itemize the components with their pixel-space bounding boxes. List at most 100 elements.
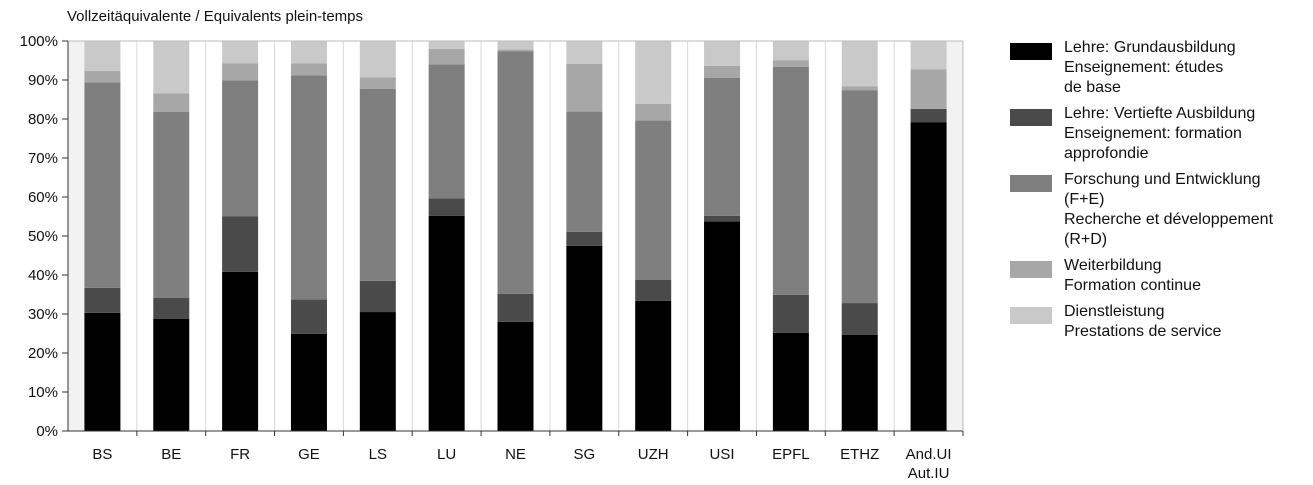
bar-segment — [841, 90, 878, 304]
y-tick-label: 90% — [28, 72, 58, 89]
legend-item: Lehre: Vertiefte Ausbildung Enseignement:… — [1008, 104, 1308, 164]
bar-segment — [359, 88, 396, 281]
bar-segment — [704, 215, 741, 222]
bar-segment — [290, 63, 327, 76]
legend-item: Forschung und Entwicklung (F+E) Recherche … — [1008, 170, 1308, 250]
x-tick-label: ETHZ — [840, 446, 879, 463]
bar-segment — [84, 312, 121, 431]
y-tick-label: 70% — [28, 150, 58, 167]
bar-segment — [84, 41, 121, 72]
stacked-bar-chart: 0% 10% 20% 30% 40% 50% 60% 70% 80% 90% 100% BS BE FR G… — [20, 33, 964, 482]
bar-segment — [222, 80, 259, 217]
bar-segment — [772, 332, 809, 431]
y-tick-label: 50% — [28, 228, 58, 245]
bar-segment — [566, 111, 603, 232]
bar-segment — [428, 198, 465, 216]
bar-segment — [290, 299, 327, 334]
bar-segment — [635, 41, 672, 104]
bar-segment — [704, 65, 741, 78]
legend-label: de base — [1064, 79, 1121, 96]
legend-label: Formation continue — [1064, 277, 1201, 294]
legend-item: Lehre: Grundausbildung Enseignement: étud… — [1008, 38, 1308, 98]
bar-segment — [772, 294, 809, 333]
x-tick-label: BE — [161, 446, 181, 463]
bar-segment — [841, 334, 878, 431]
bar-segment — [222, 216, 259, 272]
bar-segment — [428, 48, 465, 65]
bar-segment — [841, 41, 878, 87]
y-tick-label: 100% — [20, 33, 58, 50]
legend-label: Weiterbildung — [1064, 257, 1162, 274]
bar-segment — [635, 279, 672, 301]
x-tick-label: UZH — [638, 446, 669, 463]
legend-swatch — [1010, 109, 1052, 126]
bar-segment — [772, 60, 809, 67]
bar-segment — [222, 63, 259, 81]
bar-segment — [910, 108, 947, 123]
bar-segment — [153, 41, 190, 94]
bar-segment — [290, 75, 327, 300]
bar-segment — [635, 300, 672, 431]
legend-label: Lehre: Grundausbildung — [1064, 39, 1236, 56]
legend-label: (R+D) — [1064, 231, 1108, 248]
bar-segment — [222, 271, 259, 431]
legend-label: Enseignement: formation — [1064, 125, 1242, 142]
bar-segment — [841, 303, 878, 335]
legend-label: Prestations de service — [1064, 323, 1222, 340]
chart-legend: Lehre: Grundausbildung Enseignement: étud… — [1008, 38, 1308, 342]
y-tick-label: 80% — [28, 111, 58, 128]
bar-segment — [635, 120, 672, 280]
x-tick-label: LU — [437, 446, 456, 463]
bar-segment — [910, 69, 947, 109]
bar-segment — [359, 312, 396, 431]
bar-segment — [428, 41, 465, 49]
y-tick-label: 20% — [28, 345, 58, 362]
bar-segment — [704, 221, 741, 431]
legend-label: Enseignement: études — [1064, 59, 1224, 76]
legend-label: Lehre: Vertiefte Ausbildung — [1064, 105, 1256, 122]
bar-segment — [910, 41, 947, 70]
bar-segment — [84, 287, 121, 313]
bar-segment — [910, 122, 947, 431]
bar-segment — [566, 41, 603, 65]
bar-segment — [497, 293, 534, 322]
bar-segment — [566, 64, 603, 112]
bar-segment — [222, 41, 259, 64]
bar-segment — [359, 77, 396, 89]
bar-segment — [841, 86, 878, 91]
y-tick-label: 30% — [28, 306, 58, 323]
x-tick-label: GE — [298, 446, 320, 463]
x-tick-label: USI — [710, 446, 735, 463]
legend-label: approfondie — [1064, 145, 1149, 162]
x-tick-label: And.UI Aut.IU — [906, 446, 952, 482]
bar-segment — [359, 41, 396, 78]
bar-segment — [497, 321, 534, 431]
bar-segment — [772, 41, 809, 61]
bar-segment — [566, 245, 603, 431]
legend-item: Weiterbildung Formation continue — [1008, 256, 1308, 296]
bar-segment — [428, 215, 465, 431]
bar-segment — [704, 41, 741, 66]
bar-segment — [635, 103, 672, 121]
legend-label: Recherche et développement — [1064, 211, 1274, 228]
x-tick-label: EPFL — [772, 446, 810, 463]
bar-segment — [772, 66, 809, 295]
legend-swatch — [1010, 43, 1052, 60]
bar-segment — [153, 111, 190, 299]
bar-segment — [153, 93, 190, 112]
bar-segment — [566, 231, 603, 246]
bar-segment — [153, 318, 190, 431]
bar-segment — [84, 82, 121, 288]
legend-swatch — [1010, 261, 1052, 278]
y-tick-label: 10% — [28, 384, 58, 401]
x-tick-label: BS — [92, 446, 112, 463]
bar-segment — [497, 49, 534, 52]
x-tick-label: LS — [369, 446, 387, 463]
legend-swatch — [1010, 307, 1052, 324]
legend-label: Dienstleistung — [1064, 303, 1165, 320]
x-tick-label: FR — [230, 446, 250, 463]
bar-segment — [497, 51, 534, 294]
x-tick-label: NE — [505, 446, 526, 463]
bar-segment — [290, 333, 327, 431]
bar-segment — [290, 41, 327, 64]
